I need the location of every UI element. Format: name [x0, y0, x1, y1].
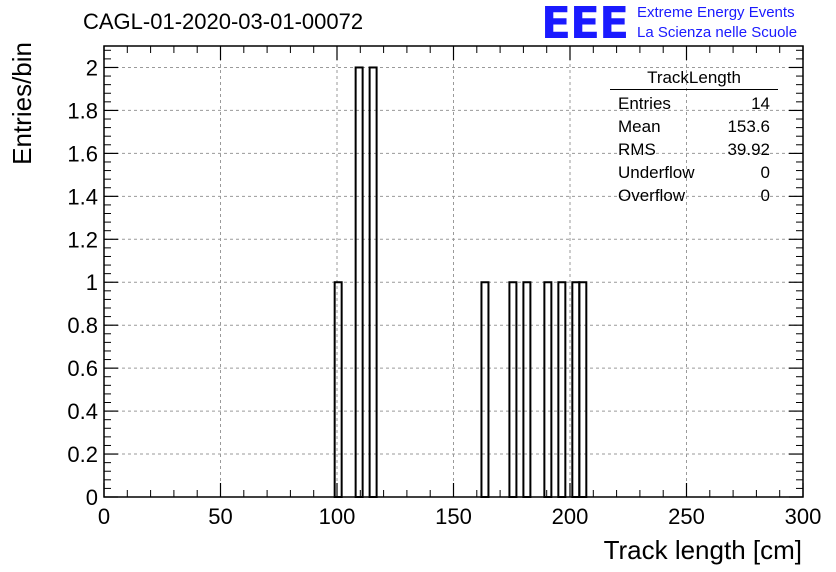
stats-value: 0	[760, 186, 770, 205]
grid-lines	[104, 46, 803, 497]
stats-box: TrackLength Entries 14 Mean 153.6 RMS 39…	[610, 68, 778, 207]
y-tick-label: 1.8	[67, 98, 98, 123]
run-title: CAGL-01-2020-03-01-00072	[83, 9, 364, 34]
x-tick-label: 150	[435, 504, 472, 529]
x-axis-label: Track length [cm]	[604, 535, 802, 565]
y-tick-label: 0.4	[67, 399, 98, 424]
histogram-bar	[571, 281, 581, 498]
y-tick-label: 0	[86, 485, 98, 510]
stats-row-mean: Mean 153.6	[610, 115, 778, 138]
histogram-bar	[543, 281, 553, 498]
stats-value: 39.92	[727, 140, 770, 159]
x-tick-label: 250	[668, 504, 705, 529]
x-tick-label: 50	[208, 504, 232, 529]
y-tick-label: 0.8	[67, 313, 98, 338]
y-tick-label: 2	[86, 55, 98, 80]
stats-label: Mean	[618, 117, 661, 136]
stats-row-underflow: Underflow 0	[610, 161, 778, 184]
eee-logo: EEE	[541, 0, 629, 49]
y-tick-label: 1.4	[67, 184, 98, 209]
y-tick-labels: 0 0.2 0.4 0.6 0.8 1 1.2 1.4 1.6 1.8 2	[67, 55, 98, 510]
stats-value: 0	[760, 163, 770, 182]
y-tick-label: 1.6	[67, 141, 98, 166]
stats-label: Overflow	[618, 186, 686, 205]
stats-label: Entries	[618, 94, 671, 113]
stats-label: Underflow	[618, 163, 695, 182]
x-tick-label: 0	[98, 504, 110, 529]
y-tick-label: 0.2	[67, 442, 98, 467]
x-tick-label: 100	[319, 504, 356, 529]
histogram-bar	[333, 281, 343, 498]
stats-value: 153.6	[727, 117, 770, 136]
histogram-bar	[508, 281, 518, 498]
histogram-bar	[578, 281, 588, 498]
histogram-bar	[522, 281, 532, 498]
y-tick-label: 0.6	[67, 356, 98, 381]
stats-row-entries: Entries 14	[610, 92, 778, 115]
x-tick-labels: 0 50 100 150 200 250 300	[98, 504, 821, 529]
stats-row-rms: RMS 39.92	[610, 138, 778, 161]
logo-caption: Extreme Energy Events La Scienza nelle S…	[637, 3, 797, 43]
y-tick-label: 1.2	[67, 227, 98, 252]
x-tick-label: 200	[552, 504, 589, 529]
stats-label: RMS	[618, 140, 656, 159]
axis-ticks	[103, 46, 804, 498]
logo-caption-line1: Extreme Energy Events	[637, 4, 795, 21]
histogram-bar	[557, 281, 567, 498]
y-axis-label: Entries/bin	[7, 42, 37, 165]
stats-title: TrackLength	[610, 68, 778, 90]
logo-caption-line2: La Scienza nelle Scuole	[637, 24, 798, 41]
histogram-bar	[480, 281, 490, 498]
y-tick-label: 1	[86, 270, 98, 295]
x-tick-label: 300	[785, 504, 822, 529]
stats-value: 14	[751, 94, 770, 113]
stats-row-overflow: Overflow 0	[610, 184, 778, 207]
